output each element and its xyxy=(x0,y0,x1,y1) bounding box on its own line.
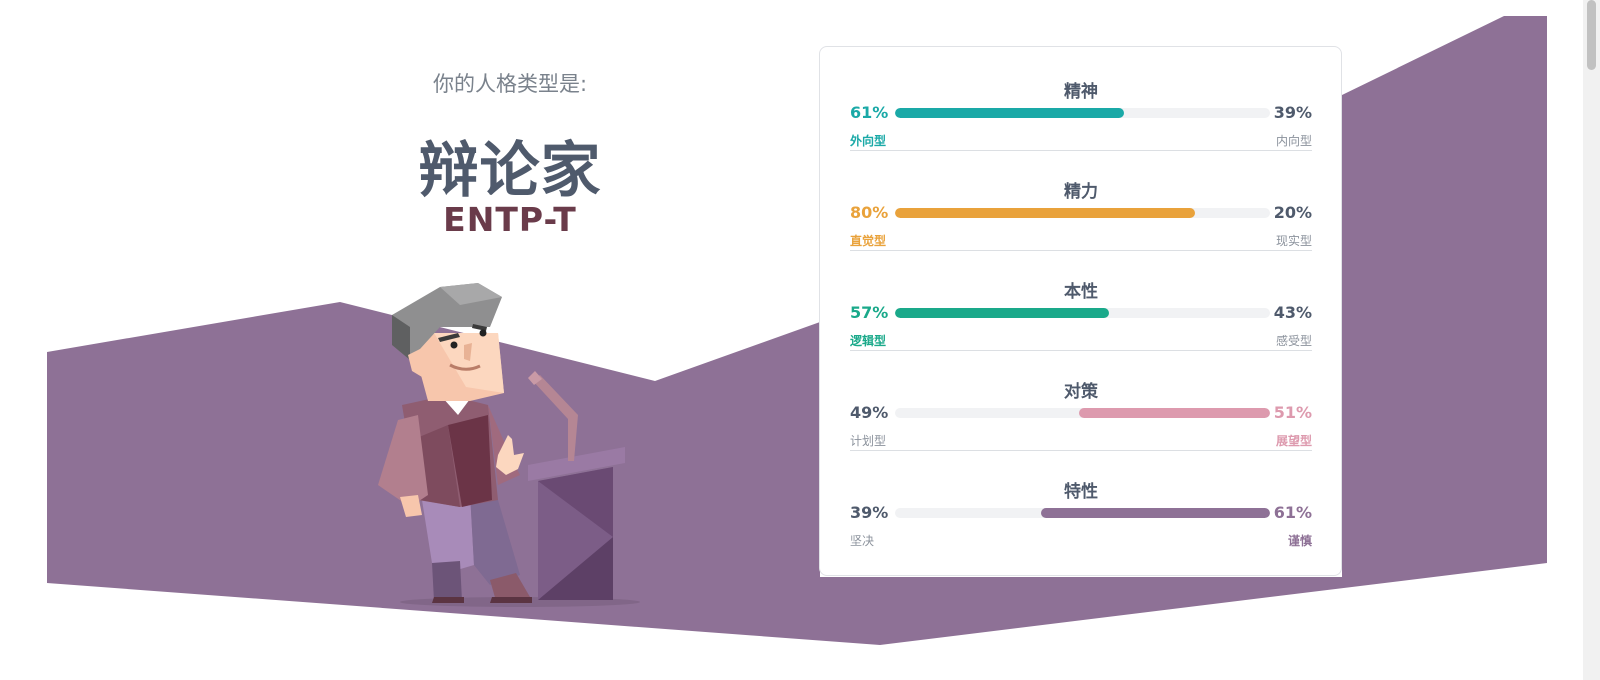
trait-row: 特性 39% 61% 坚决 谨慎 xyxy=(850,451,1312,551)
personality-type-name: 辩论家 xyxy=(418,136,602,206)
trait-left-percent: 49% xyxy=(850,403,889,422)
trait-bar xyxy=(895,308,1270,318)
trait-title: 本性 xyxy=(1064,282,1098,302)
trait-title: 精力 xyxy=(1064,182,1098,202)
trait-left-label: 计划型 xyxy=(850,434,887,448)
trait-right-percent: 43% xyxy=(1273,303,1312,322)
scrollbar-thumb[interactable] xyxy=(1587,0,1596,70)
trait-right-label: 感受型 xyxy=(1275,334,1312,348)
trait-left-label: 直觉型 xyxy=(850,234,887,248)
trait-left-percent: 57% xyxy=(850,303,889,322)
trait-bar-fill xyxy=(1041,508,1270,518)
trait-left-label: 坚决 xyxy=(850,534,875,548)
trait-bar-fill xyxy=(1078,408,1270,418)
trait-bar xyxy=(895,408,1270,418)
trait-left-label: 外向型 xyxy=(850,134,887,148)
trait-bar-fill xyxy=(895,208,1195,218)
page-scrollbar[interactable] xyxy=(1583,0,1600,680)
trait-right-percent: 39% xyxy=(1273,103,1312,122)
trait-left-percent: 39% xyxy=(850,503,889,522)
trait-right-percent: 51% xyxy=(1273,403,1312,422)
trait-left-label: 逻辑型 xyxy=(850,334,887,348)
trait-left-percent: 61% xyxy=(850,103,889,122)
trait-breakdown-card: 精神 61% 39% 外向型 内向型精力 80% 20% 直觉型 现实型本性 57% 43% 逻辑型 感… xyxy=(819,46,1342,576)
trait-right-percent: 20% xyxy=(1273,203,1312,222)
trait-row: 对策 49% 51% 计划型 展望型 xyxy=(850,351,1312,451)
trait-bar xyxy=(895,508,1270,518)
trait-title: 对策 xyxy=(1064,382,1098,402)
trait-title: 精神 xyxy=(1064,82,1098,102)
trait-bar xyxy=(895,108,1270,118)
trait-right-percent: 61% xyxy=(1273,503,1312,522)
trait-row: 精神 61% 39% 外向型 内向型 xyxy=(850,51,1312,151)
trait-left-percent: 80% xyxy=(850,203,889,222)
trait-bar xyxy=(895,208,1270,218)
trait-row: 精力 80% 20% 直觉型 现实型 xyxy=(850,151,1312,251)
trait-right-label: 内向型 xyxy=(1275,134,1312,148)
trait-bar-fill xyxy=(895,108,1124,118)
personality-intro: 你的人格类型是: xyxy=(432,72,588,96)
trait-right-label: 谨慎 xyxy=(1287,534,1312,548)
debater-at-podium-illustration xyxy=(378,283,640,607)
trait-right-label: 展望型 xyxy=(1275,434,1312,448)
personality-type-code: ENTP-T xyxy=(443,200,577,239)
trait-row: 本性 57% 43% 逻辑型 感受型 xyxy=(850,251,1312,351)
trait-bar-fill xyxy=(895,308,1109,318)
trait-right-label: 现实型 xyxy=(1275,234,1312,248)
trait-title: 特性 xyxy=(1064,482,1098,502)
